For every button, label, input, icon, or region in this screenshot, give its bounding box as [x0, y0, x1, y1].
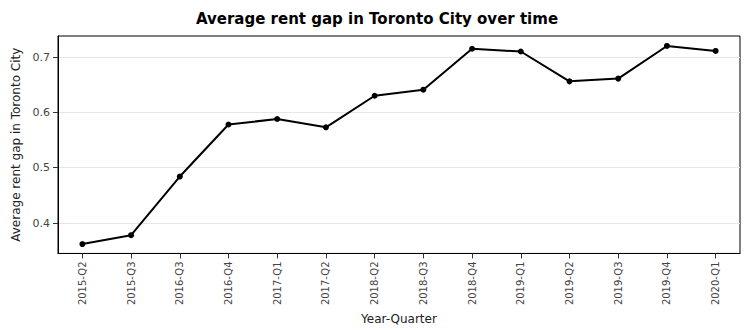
svg-text:2018-Q2: 2018-Q2: [369, 261, 380, 305]
svg-text:2019-Q1: 2019-Q1: [515, 261, 526, 305]
svg-text:2019-Q3: 2019-Q3: [613, 261, 624, 305]
svg-text:0.6: 0.6: [33, 106, 51, 119]
svg-text:0.7: 0.7: [33, 51, 51, 64]
svg-text:2015-Q3: 2015-Q3: [126, 261, 137, 305]
svg-text:2015-Q2: 2015-Q2: [77, 261, 88, 305]
svg-text:2020-Q1: 2020-Q1: [710, 261, 721, 305]
svg-text:2017-Q2: 2017-Q2: [320, 261, 331, 305]
svg-text:Average rent gap in Toronto Ci: Average rent gap in Toronto City over ti…: [196, 10, 558, 28]
svg-text:2019-Q2: 2019-Q2: [564, 261, 575, 305]
svg-text:0.5: 0.5: [33, 161, 51, 174]
svg-text:2016-Q4: 2016-Q4: [223, 261, 234, 305]
svg-text:2018-Q4: 2018-Q4: [467, 261, 478, 305]
svg-text:Year-Quarter: Year-Quarter: [360, 312, 437, 326]
svg-text:2018-Q3: 2018-Q3: [418, 261, 429, 305]
svg-text:2019-Q4: 2019-Q4: [661, 261, 672, 305]
svg-text:Average rent gap in Toronto Ci: Average rent gap in Toronto City: [9, 48, 23, 242]
svg-text:2016-Q3: 2016-Q3: [174, 261, 185, 305]
svg-text:0.4: 0.4: [33, 217, 51, 230]
svg-text:2017-Q1: 2017-Q1: [272, 261, 283, 305]
